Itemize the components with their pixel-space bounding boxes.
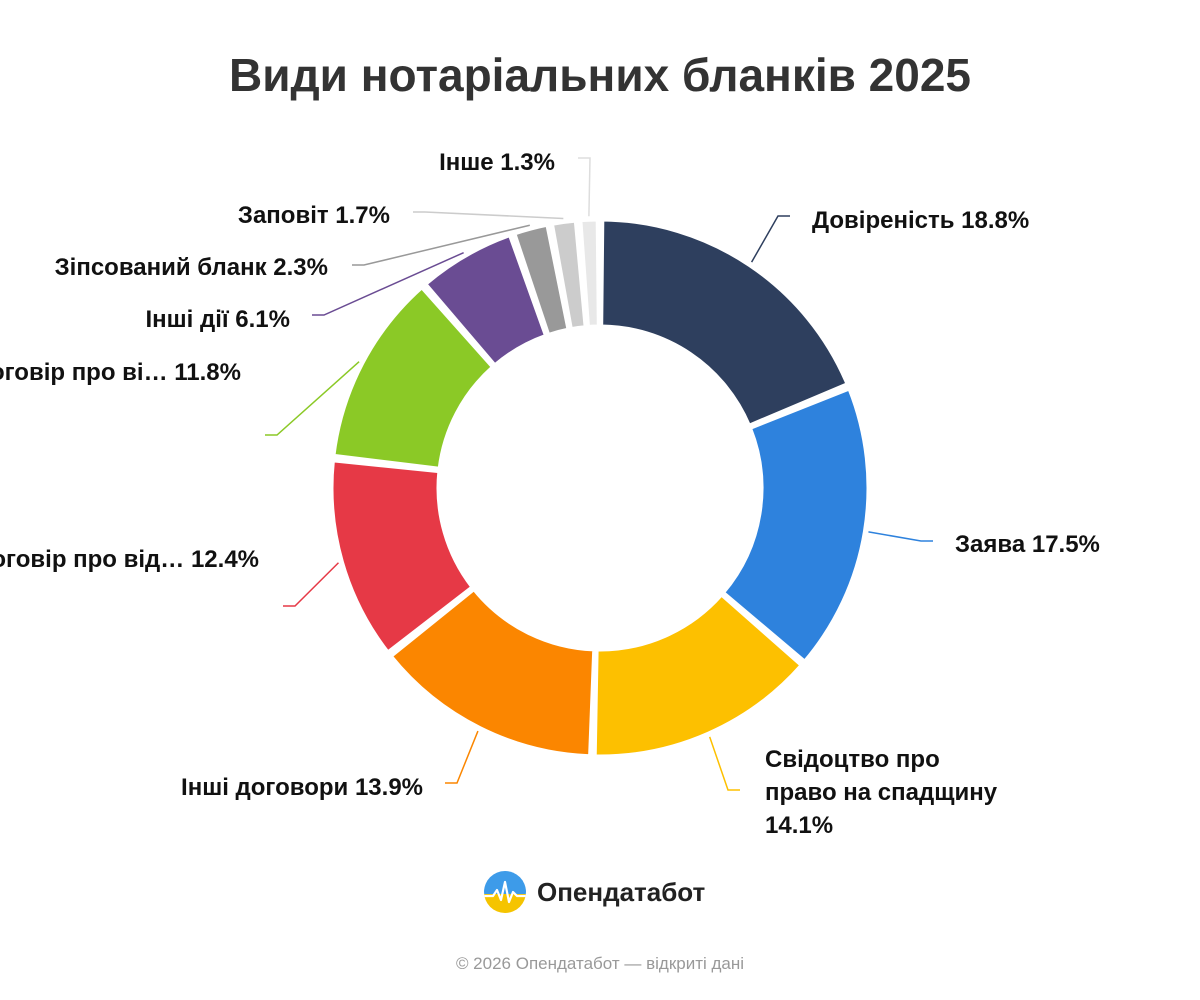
opendatabot-logo-icon [484, 871, 526, 913]
slice-labels: Довіреність 18.8% Заява 17.5% Свідоцтво пр… [0, 149, 1100, 839]
leader-line-9 [413, 211, 564, 220]
footer-copyright: © 2026 Опендатабот — відкриті дані [455, 954, 745, 973]
leader-line-5 [283, 562, 339, 607]
leader-line-6 [265, 361, 360, 436]
slice-label-2: Заява 17.5% [955, 531, 1100, 558]
slice-label-4: Інші договори 13.9% [181, 774, 423, 801]
leader-line-10 [578, 157, 591, 217]
slice-label-5: Договір про від… 12.4% [0, 546, 259, 573]
slice-6[interactable] [332, 286, 494, 470]
slice-label-10: Інше 1.3% [439, 149, 555, 176]
brand-block: Опендатабот [483, 868, 705, 916]
slice-label-7: Інші дії 6.1% [145, 306, 290, 333]
chart-title: Види нотаріальних бланків 2025 [228, 49, 972, 101]
slice-9[interactable] [550, 219, 587, 331]
slice-label-9: Заповіт 1.7% [238, 202, 390, 229]
slice-7[interactable] [424, 234, 547, 367]
leader-line-1 [750, 215, 790, 263]
slice-label-6: Договір про ві… 11.8% [0, 359, 241, 386]
slice-4[interactable] [389, 588, 596, 758]
leader-line-8 [352, 224, 530, 266]
slice-3[interactable] [593, 593, 803, 758]
slice-2[interactable] [722, 387, 870, 663]
brand-name: Опендатабот [537, 876, 706, 907]
slice-label-1: Довіреність 18.8% [812, 207, 1029, 234]
slice-10[interactable] [579, 218, 600, 328]
slice-label-8: Зіпсований бланк 2.3% [55, 254, 328, 281]
slice-8[interactable] [513, 223, 570, 336]
leader-line-3 [708, 736, 740, 791]
donut-slices [330, 218, 870, 758]
leader-lines [265, 157, 933, 791]
leader-line-4 [445, 730, 479, 784]
leader-line-2 [868, 531, 933, 542]
leader-line-7 [312, 251, 464, 316]
slice-1[interactable] [600, 218, 849, 427]
slice-label-3: Свідоцтво про право на спадщину 14.1% [765, 746, 998, 839]
slice-5[interactable] [330, 459, 474, 654]
